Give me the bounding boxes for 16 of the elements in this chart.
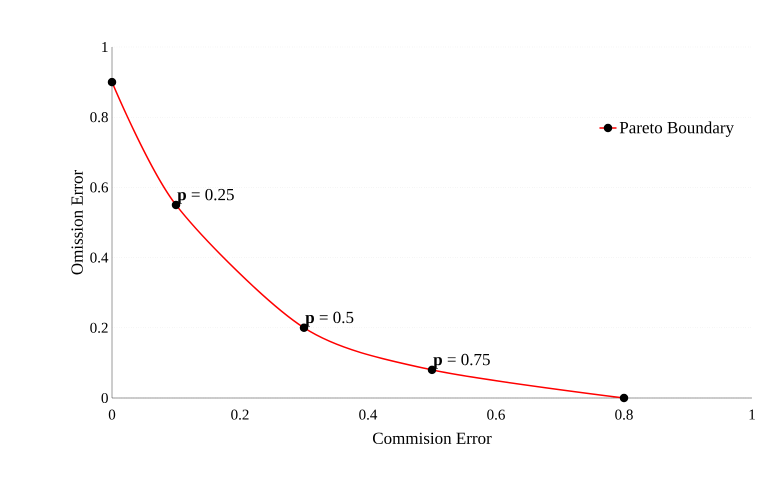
annotation: p = 0.5	[305, 312, 354, 327]
x-tick-label: 0.8	[615, 410, 633, 420]
y-tick-label: 0.2	[90, 322, 108, 333]
y-tick-label: 0	[102, 392, 108, 404]
y-axis-title: Omission Error	[71, 170, 83, 274]
x-tick-label: 0.2	[231, 410, 249, 420]
x-tick-label: 0.4	[359, 410, 378, 420]
x-tick-label: 0.6	[487, 410, 505, 420]
x-axis-title: Commision Error	[372, 432, 492, 444]
y-tick-label: 1	[102, 42, 108, 52]
y-tick-label: 0.6	[90, 182, 108, 192]
x-tick-label: 1	[750, 410, 755, 420]
legend-label: Pareto Boundary	[620, 121, 734, 137]
y-tick-label: 0.4	[90, 252, 108, 263]
y-tick-label: 0.8	[90, 112, 108, 122]
x-tick-label: 0	[108, 410, 116, 420]
